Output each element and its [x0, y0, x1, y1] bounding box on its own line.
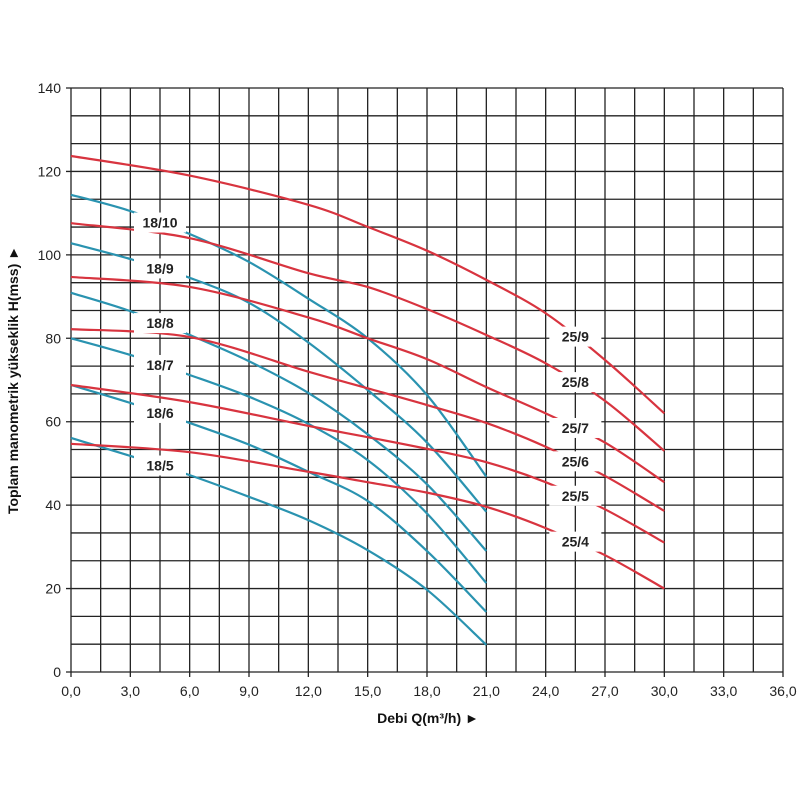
x-tick-label: 0,0	[61, 683, 81, 699]
x-tick-label: 3,0	[121, 683, 141, 699]
curve-label-background	[549, 451, 602, 472]
x-tick-label: 36,0	[769, 683, 796, 699]
curve-label-background	[549, 531, 602, 552]
curve-label-background	[549, 417, 602, 438]
curve-label-background	[134, 354, 186, 375]
y-tick-label: 140	[38, 80, 62, 96]
curve-label-background	[134, 313, 186, 334]
curve-label: 18/5	[146, 458, 173, 474]
x-tick-label: 27,0	[591, 683, 618, 699]
y-tick-label: 20	[45, 581, 61, 597]
curve-label: 18/7	[146, 357, 173, 373]
x-tick-label: 30,0	[651, 683, 678, 699]
x-tick-label: 12,0	[295, 683, 322, 699]
y-axis-label: Toplam manometrik yükseklik H(mss) ►	[5, 246, 21, 514]
x-tick-label: 21,0	[473, 683, 500, 699]
curve-label: 25/4	[562, 534, 589, 550]
curve-label: 18/8	[146, 315, 173, 331]
curve-label: 25/7	[562, 420, 589, 436]
y-tick-label: 60	[45, 414, 61, 430]
curve-labels: 18/10 18/9 18/8 18/7 18/6 18/5 25/9 25/8 25/7 25/…	[134, 212, 602, 552]
curve-label-background	[549, 372, 602, 393]
x-tick-label: 24,0	[532, 683, 559, 699]
x-tick-label: 9,0	[239, 683, 259, 699]
y-tick-label: 0	[53, 664, 61, 680]
curve-label: 25/9	[562, 329, 589, 345]
y-tick-label: 40	[45, 497, 61, 513]
curve-label-background	[549, 485, 602, 506]
curve-label-background	[134, 402, 186, 423]
curve-label: 18/10	[142, 215, 177, 231]
curve-label: 25/6	[562, 453, 589, 469]
x-tick-label: 33,0	[710, 683, 737, 699]
y-tick-labels: 0 20 40 60 80 100 120 140	[38, 80, 62, 680]
y-tick-label: 100	[38, 247, 62, 263]
curve-label-background	[134, 212, 186, 233]
curve-label: 25/8	[562, 374, 589, 390]
x-tick-label: 6,0	[180, 683, 200, 699]
y-tick-label: 120	[38, 163, 62, 179]
grid	[66, 87, 784, 677]
curve-label-background	[134, 455, 186, 476]
curve-label: 25/5	[562, 488, 589, 504]
x-tick-label: 15,0	[354, 683, 381, 699]
x-tick-labels: 0,0 3,0 6,0 9,0 12,0 15,0 18,0 21,0 24,0 27,0 30,0…	[61, 683, 797, 699]
curve-label-background	[134, 258, 186, 279]
x-tick-label: 18,0	[413, 683, 440, 699]
curve-label: 18/6	[146, 405, 173, 421]
y-tick-label: 80	[45, 330, 61, 346]
curve-label-background	[549, 326, 602, 347]
curve-label: 18/9	[146, 260, 173, 276]
x-axis-label: Debi Q(m³/h) ►	[377, 710, 479, 726]
